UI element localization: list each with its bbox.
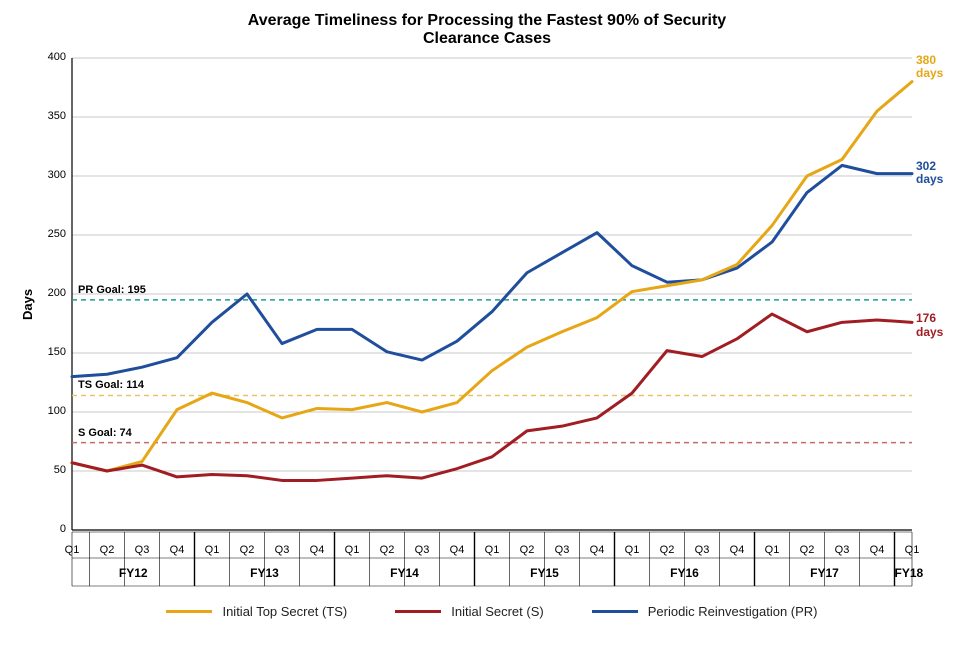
legend-label-pr: Periodic Reinvestigation (PR) bbox=[648, 604, 818, 619]
x-tick: Q2 bbox=[515, 544, 539, 556]
y-tick: 150 bbox=[48, 346, 66, 358]
legend-label-s: Initial Secret (S) bbox=[451, 604, 543, 619]
goal-line-label: S Goal: 74 bbox=[78, 427, 132, 439]
chart-container: Average Timeliness for Processing the Fa… bbox=[0, 0, 974, 650]
y-tick: 50 bbox=[54, 464, 66, 476]
x-tick: Q3 bbox=[410, 544, 434, 556]
legend-item-ts: Initial Top Secret (TS) bbox=[166, 604, 347, 619]
y-tick: 0 bbox=[60, 523, 66, 535]
series-end-label: 176 days bbox=[916, 312, 943, 338]
x-tick: Q1 bbox=[200, 544, 224, 556]
x-tick: Q4 bbox=[165, 544, 189, 556]
fy-group-label: FY16 bbox=[615, 566, 755, 580]
y-tick: 200 bbox=[48, 287, 66, 299]
x-tick: Q2 bbox=[235, 544, 259, 556]
x-tick: Q4 bbox=[725, 544, 749, 556]
y-tick: 400 bbox=[48, 51, 66, 63]
legend-swatch-pr bbox=[592, 610, 638, 613]
goal-line-label: TS Goal: 114 bbox=[78, 379, 144, 391]
x-tick: Q3 bbox=[690, 544, 714, 556]
goal-line-label: PR Goal: 195 bbox=[78, 284, 146, 296]
x-tick: Q3 bbox=[830, 544, 854, 556]
x-tick: Q1 bbox=[340, 544, 364, 556]
y-tick: 250 bbox=[48, 228, 66, 240]
series-end-label: 380 days bbox=[916, 54, 943, 80]
x-tick: Q1 bbox=[620, 544, 644, 556]
x-tick: Q3 bbox=[550, 544, 574, 556]
x-tick: Q1 bbox=[900, 544, 924, 556]
x-tick: Q1 bbox=[760, 544, 784, 556]
fy-group-label: FY18 bbox=[895, 566, 913, 580]
x-tick: Q4 bbox=[585, 544, 609, 556]
fy-group-label: FY12 bbox=[72, 566, 195, 580]
legend: Initial Top Secret (TS) Initial Secret (… bbox=[72, 604, 912, 619]
legend-item-s: Initial Secret (S) bbox=[395, 604, 543, 619]
x-tick: Q4 bbox=[445, 544, 469, 556]
x-tick: Q2 bbox=[95, 544, 119, 556]
legend-swatch-ts bbox=[166, 610, 212, 613]
x-tick: Q2 bbox=[375, 544, 399, 556]
fy-group-label: FY15 bbox=[475, 566, 615, 580]
legend-item-pr: Periodic Reinvestigation (PR) bbox=[592, 604, 818, 619]
x-tick: Q4 bbox=[305, 544, 329, 556]
x-tick: Q3 bbox=[270, 544, 294, 556]
x-tick: Q2 bbox=[795, 544, 819, 556]
x-tick: Q2 bbox=[655, 544, 679, 556]
y-tick: 350 bbox=[48, 110, 66, 122]
x-tick: Q3 bbox=[130, 544, 154, 556]
y-tick: 300 bbox=[48, 169, 66, 181]
x-tick: Q4 bbox=[865, 544, 889, 556]
x-tick: Q1 bbox=[60, 544, 84, 556]
fy-group-label: FY14 bbox=[335, 566, 475, 580]
legend-swatch-s bbox=[395, 610, 441, 613]
fy-group-label: FY17 bbox=[755, 566, 895, 580]
x-tick: Q1 bbox=[480, 544, 504, 556]
series-end-label: 302 days bbox=[916, 160, 943, 186]
y-tick: 100 bbox=[48, 405, 66, 417]
fy-group-label: FY13 bbox=[195, 566, 335, 580]
legend-label-ts: Initial Top Secret (TS) bbox=[222, 604, 347, 619]
